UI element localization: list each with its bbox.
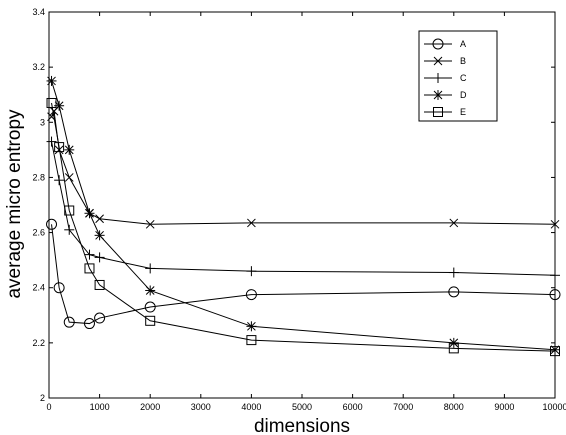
x-tick-label: 7000 (393, 402, 413, 412)
x-tick-label: 1000 (90, 402, 110, 412)
series-a-point (144, 301, 156, 313)
legend-item-c: C (424, 73, 467, 83)
series-e-point (246, 335, 257, 346)
series-e-line (51, 102, 556, 352)
series-a-point (448, 286, 460, 298)
x-tick-label: 10000 (542, 402, 566, 412)
series-b-point (145, 219, 155, 229)
x-tick-label: 5000 (292, 402, 312, 412)
series-c-point (94, 252, 105, 263)
series-e-point (94, 279, 105, 290)
series-d-point (145, 285, 156, 296)
series-b-point (64, 173, 74, 182)
legend-marker (433, 56, 443, 66)
series-layer (46, 75, 561, 357)
series-d-point (46, 75, 57, 86)
legend-label: C (460, 73, 467, 83)
series-c-point (550, 270, 560, 281)
series-e-point (64, 205, 75, 216)
series-d-point (246, 321, 257, 332)
y-axis-label: average micro entropy (4, 109, 25, 299)
series-a-line (51, 224, 556, 325)
series-d-point (94, 230, 105, 241)
series-a (46, 218, 561, 330)
x-tick-label: 0 (46, 402, 51, 412)
series-c-point (84, 249, 95, 260)
y-tick-label: 2.6 (32, 228, 45, 238)
series-c-point (54, 175, 65, 186)
x-axis-label: dimensions (254, 416, 350, 435)
series-c-point (448, 267, 459, 278)
series-c-point (246, 266, 257, 277)
legend-item-a: A (424, 38, 466, 50)
series-e-point (54, 142, 65, 153)
series-b-point (95, 214, 104, 224)
legend-marker (433, 90, 443, 100)
legend-marker (433, 73, 443, 83)
legend-marker (432, 38, 444, 50)
y-tick-label: 2.2 (32, 338, 45, 348)
x-tick-label: 3000 (191, 402, 211, 412)
legend-label: A (460, 39, 466, 49)
y-tick-label: 3.4 (32, 7, 45, 17)
series-e (46, 97, 560, 357)
x-tick-label: 2000 (140, 402, 160, 412)
series-a-point (46, 218, 58, 230)
y-tick-label: 3 (40, 117, 45, 127)
legend-label: B (460, 56, 466, 66)
series-c-point (64, 224, 75, 235)
series-c (46, 136, 560, 281)
legend-label: D (460, 90, 467, 100)
series-e-point (448, 343, 459, 354)
y-tick-label: 2.4 (32, 283, 45, 293)
series-e-point (550, 346, 560, 357)
series-c-point (145, 263, 156, 274)
y-tick-label: 2.8 (32, 172, 45, 182)
y-tick-label: 3.2 (32, 62, 45, 72)
series-e-point (145, 315, 156, 326)
series-a-point (245, 289, 257, 301)
series-b-point (247, 218, 256, 228)
series-b-point (449, 218, 459, 228)
x-tick-label: 6000 (343, 402, 363, 412)
series-a-point (83, 318, 95, 330)
series-d-point (448, 337, 459, 348)
series-c-point (46, 136, 57, 147)
legend-marker (433, 107, 443, 117)
series-a-point (53, 282, 65, 294)
series-a-point (63, 316, 75, 328)
series-d-point (64, 144, 75, 155)
x-tick-label: 9000 (494, 402, 514, 412)
legend-item-d: D (424, 90, 467, 100)
legend-item-b: B (424, 56, 466, 66)
series-e-point (84, 263, 95, 274)
legend-box (418, 30, 498, 122)
series-e-point (46, 97, 57, 108)
x-tick-label: 8000 (444, 402, 464, 412)
x-tick-label: 4000 (241, 402, 261, 412)
legend-item-e: E (424, 107, 466, 117)
series-b-point (550, 219, 560, 229)
y-tick-label: 2 (40, 393, 45, 403)
series-a-point (94, 312, 106, 324)
legend-label: E (460, 107, 466, 117)
series-a-point (549, 289, 561, 301)
series-d-point (84, 208, 95, 219)
x-axis: 0 1000 2000 3000 4000 5000 6000 7000 8000 9000 100… (46, 12, 566, 412)
